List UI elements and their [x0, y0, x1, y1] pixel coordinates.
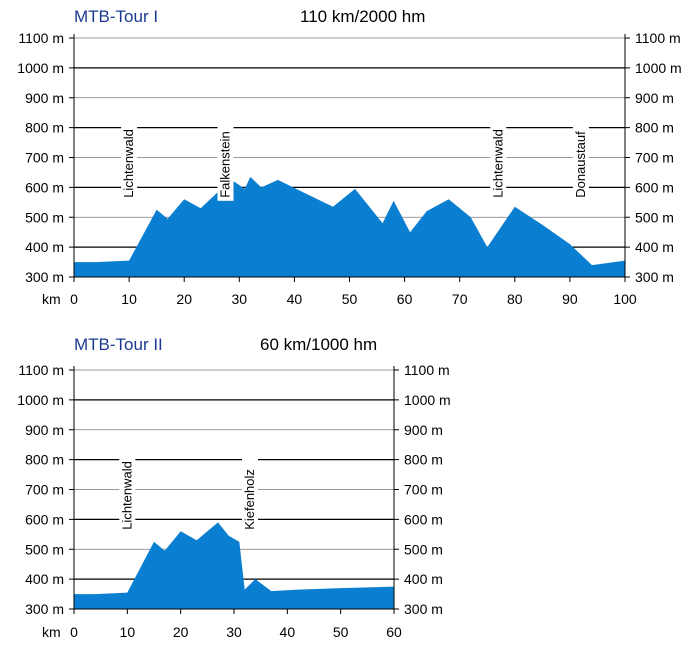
- y-tick-label-left: 600 m: [25, 179, 64, 195]
- place-annotation: Lichtenwald: [490, 115, 507, 201]
- y-tick-label-right: 900 m: [404, 422, 443, 438]
- y-tick-label-left: 800 m: [25, 120, 64, 136]
- x-tick-label: 0: [70, 624, 78, 640]
- x-tick-label: 40: [287, 291, 303, 307]
- x-tick-label: 0: [70, 291, 78, 307]
- x-tick-label: 20: [173, 624, 189, 640]
- x-unit-label: km: [42, 291, 61, 307]
- chart-title: MTB-Tour I: [74, 7, 158, 26]
- y-tick-label-right: 1100 m: [404, 362, 450, 378]
- y-tick-label-right: 400 m: [404, 571, 443, 587]
- y-tick-label-left: 900 m: [25, 422, 64, 438]
- y-tick-label-right: 700 m: [635, 150, 674, 166]
- y-tick-label-left: 900 m: [25, 90, 64, 106]
- y-tick-label-right: 800 m: [404, 452, 443, 468]
- y-tick-label-left: 1000 m: [17, 60, 64, 76]
- x-tick-label: 60: [386, 624, 402, 640]
- annotation-mask: [572, 122, 589, 201]
- place-annotation: Falkenstein: [217, 115, 234, 201]
- chart-subtitle: 60 km/1000 hm: [260, 335, 377, 354]
- x-tick-label: 30: [232, 291, 248, 307]
- y-tick-label-right: 500 m: [635, 209, 674, 225]
- place-annotation: Lichtenwald: [119, 447, 136, 533]
- annotation-mask: [121, 115, 138, 201]
- x-tick-label: 10: [120, 624, 136, 640]
- y-tick-label-left: 1000 m: [17, 392, 64, 408]
- y-tick-label-right: 1100 m: [635, 30, 681, 46]
- y-tick-label-right: 600 m: [635, 179, 674, 195]
- x-tick-label: 30: [226, 624, 242, 640]
- y-tick-label-left: 800 m: [25, 452, 64, 468]
- y-tick-label-left: 500 m: [25, 209, 64, 225]
- y-tick-label-right: 300 m: [404, 601, 443, 617]
- y-tick-label-left: 1100 m: [18, 362, 64, 378]
- annotation-label: Lichtenwald: [490, 129, 505, 198]
- y-tick-label-left: 300 m: [25, 269, 64, 285]
- x-tick-label: 50: [333, 624, 349, 640]
- y-tick-label-right: 900 m: [635, 90, 674, 106]
- chart-subtitle: 110 km/2000 hm: [300, 7, 425, 26]
- annotation-mask: [119, 447, 136, 533]
- y-tick-label-left: 600 m: [25, 511, 64, 527]
- place-annotation: Donaustauf: [572, 122, 589, 201]
- grid: [74, 369, 394, 580]
- y-tick-label-right: 500 m: [404, 541, 443, 557]
- x-tick-label: 60: [397, 291, 413, 307]
- x-tick-label: 100: [613, 291, 637, 307]
- annotation-label: Falkenstein: [218, 131, 233, 197]
- x-tick-label: 50: [342, 291, 358, 307]
- annotation-mask: [490, 115, 507, 201]
- y-tick-label-left: 400 m: [25, 239, 64, 255]
- y-tick-label-right: 400 m: [635, 239, 674, 255]
- y-tick-label-right: 600 m: [404, 511, 443, 527]
- x-tick-label: 40: [280, 624, 296, 640]
- place-annotation: Lichtenwald: [121, 115, 138, 201]
- chart-mtb-tour-2: MTB-Tour II 60 km/1000 hm 300 m 300 m 400 …: [17, 335, 450, 640]
- x-tick-label: 10: [121, 291, 137, 307]
- place-annotation: Kiefenholz: [242, 454, 258, 533]
- annotation-mask: [217, 115, 234, 201]
- y-tick-label-left: 500 m: [25, 541, 64, 557]
- y-tick-label-right: 1000 m: [635, 60, 682, 76]
- annotation-label: Donaustauf: [573, 131, 588, 198]
- x-tick-label: 80: [507, 291, 523, 307]
- annotation-label: Lichtenwald: [121, 129, 136, 198]
- y-tick-label-left: 700 m: [25, 150, 64, 166]
- chart-mtb-tour-1: MTB-Tour I 110 km/2000 hm 300 m 300 m 400 …: [17, 7, 681, 307]
- y-tick-label-right: 300 m: [635, 269, 674, 285]
- annotation-label: Kiefenholz: [242, 469, 257, 530]
- y-tick-label-left: 700 m: [25, 482, 64, 498]
- annotation-mask: [242, 454, 258, 533]
- x-tick-label: 20: [176, 291, 192, 307]
- x-unit-label: km: [42, 624, 61, 640]
- annotation-label: Lichtenwald: [119, 461, 134, 530]
- x-tick-label: 70: [452, 291, 468, 307]
- x-tick-label: 90: [562, 291, 578, 307]
- elevation-area: [74, 176, 625, 277]
- chart-title: MTB-Tour II: [74, 335, 163, 354]
- elevation-area: [74, 522, 394, 609]
- y-tick-label-left: 400 m: [25, 571, 64, 587]
- y-tick-label-right: 1000 m: [404, 392, 451, 408]
- y-tick-label-right: 800 m: [635, 120, 674, 136]
- y-tick-label-left: 1100 m: [18, 30, 64, 46]
- y-tick-label-right: 700 m: [404, 482, 443, 498]
- y-tick-label-left: 300 m: [25, 601, 64, 617]
